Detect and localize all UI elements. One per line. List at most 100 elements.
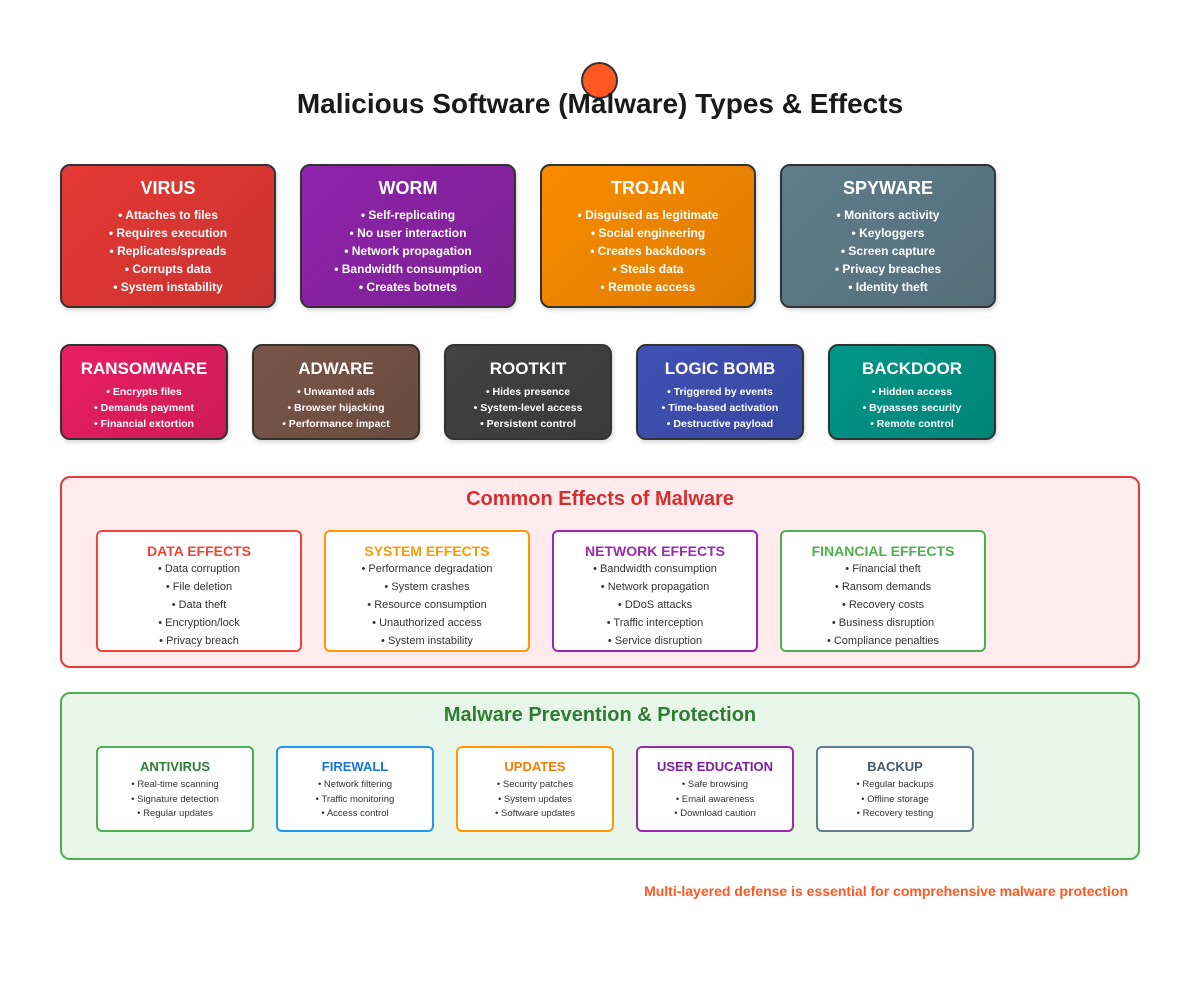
malware-card-title: ADWARE bbox=[298, 359, 374, 378]
prevention-item: • Security patches bbox=[496, 779, 574, 790]
malware-card-bullet: • Network propagation bbox=[344, 244, 472, 258]
prevention-item: • Real-time scanning bbox=[131, 779, 219, 790]
malware-card-bullet: • Bandwidth consumption bbox=[334, 262, 482, 276]
prevention-card-updates: UPDATES • Security patches • System upda… bbox=[456, 746, 614, 832]
malware-card-title: LOGIC BOMB bbox=[664, 359, 776, 378]
malware-card-bullet: • Performance impact bbox=[282, 418, 390, 430]
effect-item: • System crashes bbox=[384, 581, 470, 593]
prevention-card-backup: BACKUP • Regular backups • Offline stora… bbox=[816, 746, 974, 832]
effect-item: • Service disruption bbox=[607, 635, 703, 647]
prevention-item: • Safe browsing bbox=[681, 779, 749, 790]
malware-card-bullet: • Remote access bbox=[600, 280, 696, 294]
malware-card-bullet: • Time-based activation bbox=[661, 402, 779, 414]
malware-card-bullet: • Browser hijacking bbox=[287, 402, 385, 414]
effect-card-system: SYSTEM EFFECTS • Performance degradation… bbox=[324, 530, 530, 652]
malware-card-title: SPYWARE bbox=[842, 178, 934, 198]
malware-card-bullet: • Disguised as legitimate bbox=[577, 208, 719, 222]
effect-item: • Ransom demands bbox=[834, 581, 932, 593]
prevention-item: • Traffic monitoring bbox=[315, 793, 395, 805]
effect-item: • File deletion bbox=[165, 581, 233, 593]
prevention-card-title: ANTIVIRUS bbox=[139, 759, 211, 774]
effect-item: • Resource consumption bbox=[367, 599, 487, 611]
prevention-item: • Regular updates bbox=[137, 808, 213, 819]
effect-item: • Traffic interception bbox=[606, 617, 704, 629]
malware-card-bullet: • Requires execution bbox=[108, 226, 228, 240]
malware-card-bullet: • Social engineering bbox=[590, 226, 706, 240]
effect-card-title: FINANCIAL EFFECTS bbox=[811, 543, 955, 559]
malware-card-bullet: • Hidden access bbox=[871, 386, 953, 398]
prevention-item: • Download caution bbox=[674, 808, 756, 819]
malware-card-title: WORM bbox=[378, 178, 438, 198]
malware-card-bullet: • Replicates/spreads bbox=[109, 244, 227, 258]
effect-card-data: DATA EFFECTS • Data corruption • File de… bbox=[96, 530, 302, 652]
prevention-card-title: BACKUP bbox=[867, 759, 923, 774]
malware-card-bullet: • Persistent control bbox=[480, 418, 576, 430]
malware-card-bullet: • Monitors activity bbox=[836, 208, 940, 222]
prevention-item: • Access control bbox=[321, 808, 389, 819]
malware-card-bullet: • Creates botnets bbox=[358, 280, 458, 294]
prevention-card-title: UPDATES bbox=[504, 759, 566, 774]
malware-card-backdoor: BACKDOOR • Hidden access • Bypasses secu… bbox=[828, 344, 996, 440]
malware-card-bullet: • No user interaction bbox=[349, 226, 467, 240]
orange-circle-marker bbox=[581, 62, 618, 99]
malware-card-title: VIRUS bbox=[140, 178, 196, 198]
malware-card-bullet: • Bypasses security bbox=[862, 402, 962, 414]
effect-item: • Data corruption bbox=[157, 563, 241, 575]
malware-card-title: RANSOMWARE bbox=[80, 359, 208, 378]
malware-card-bullet: • Keyloggers bbox=[851, 226, 925, 240]
prevention-item: • Recovery testing bbox=[856, 808, 934, 819]
prevention-panel: Malware Prevention & Protection ANTIVIRU… bbox=[60, 692, 1140, 860]
malware-card-bullet: • Self-replicating bbox=[360, 208, 456, 222]
prevention-item: • Software updates bbox=[495, 808, 575, 819]
effect-item: • Compliance penalties bbox=[826, 635, 940, 647]
malware-card-worm: WORM • Self-replicating • No user intera… bbox=[300, 164, 516, 308]
footer-note: Multi-layered defense is essential for c… bbox=[644, 883, 1128, 899]
malware-card-title: ROOTKIT bbox=[489, 359, 567, 378]
prevention-item: • Signature detection bbox=[131, 793, 219, 805]
malware-card-bullet: • Destructive payload bbox=[666, 418, 774, 430]
effects-panel: Common Effects of Malware DATA EFFECTS •… bbox=[60, 476, 1140, 668]
effect-item: • DDoS attacks bbox=[617, 599, 693, 611]
prevention-item: • Offline storage bbox=[861, 793, 929, 805]
prevention-item: • Network filtering bbox=[317, 779, 393, 790]
effect-item: • Unauthorized access bbox=[372, 617, 482, 629]
malware-card-bullet: • Hides presence bbox=[485, 386, 571, 398]
malware-card-bullet: • Unwanted ads bbox=[297, 386, 375, 398]
malware-card-bullet: • Demands payment bbox=[94, 402, 194, 414]
prevention-panel-title: Malware Prevention & Protection bbox=[443, 704, 757, 726]
malware-card-trojan: TROJAN • Disguised as legitimate • Socia… bbox=[540, 164, 756, 308]
malware-card-virus: VIRUS • Attaches to files • Requires exe… bbox=[60, 164, 276, 308]
malware-card-bullet: • Attaches to files bbox=[118, 208, 218, 222]
malware-card-bullet: • Triggered by events bbox=[667, 386, 773, 398]
effect-item: • Business disruption bbox=[831, 617, 935, 629]
prevention-card-user-education: USER EDUCATION • Safe browsing • Email a… bbox=[636, 746, 794, 832]
malware-card-bullet: • Steals data bbox=[612, 262, 684, 276]
effect-card-title: SYSTEM EFFECTS bbox=[364, 543, 490, 559]
malware-card-bullet: • Privacy breaches bbox=[834, 262, 942, 276]
effect-card-title: DATA EFFECTS bbox=[147, 543, 251, 559]
page-title: Malicious Software (Malware) Types & Eff… bbox=[296, 88, 904, 119]
malware-card-bullet: • Corrupts data bbox=[124, 262, 212, 276]
malware-card-bullet: • Financial extortion bbox=[94, 418, 194, 430]
effect-card-title: NETWORK EFFECTS bbox=[585, 543, 725, 559]
malware-card-bullet: • System instability bbox=[113, 280, 223, 294]
malware-card-rootkit: ROOTKIT • Hides presence • System-level … bbox=[444, 344, 612, 440]
effect-item: • Privacy breach bbox=[159, 635, 239, 647]
malware-card-bullet: • System-level access bbox=[473, 402, 583, 414]
effect-item: • Bandwidth consumption bbox=[593, 563, 717, 575]
effect-item: • Financial theft bbox=[845, 563, 921, 575]
malware-card-adware: ADWARE • Unwanted ads • Browser hijackin… bbox=[252, 344, 420, 440]
effect-item: • System instability bbox=[381, 635, 473, 647]
effect-item: • Recovery costs bbox=[841, 599, 925, 611]
malware-card-bullet: • Screen capture bbox=[840, 244, 936, 258]
prevention-card-title: FIREWALL bbox=[321, 759, 389, 774]
effects-panel-title: Common Effects of Malware bbox=[466, 488, 734, 510]
prevention-item: • Regular backups bbox=[856, 779, 934, 790]
effect-card-financial: FINANCIAL EFFECTS • Financial theft • Ra… bbox=[780, 530, 986, 652]
malware-card-bullet: • Remote control bbox=[870, 418, 954, 430]
prevention-item: • System updates bbox=[497, 793, 573, 805]
malware-card-bullet: • Identity theft bbox=[848, 280, 928, 294]
effect-item: • Data theft bbox=[171, 599, 227, 611]
malware-card-title: TROJAN bbox=[610, 178, 685, 198]
prevention-card-firewall: FIREWALL • Network filtering • Traffic m… bbox=[276, 746, 434, 832]
